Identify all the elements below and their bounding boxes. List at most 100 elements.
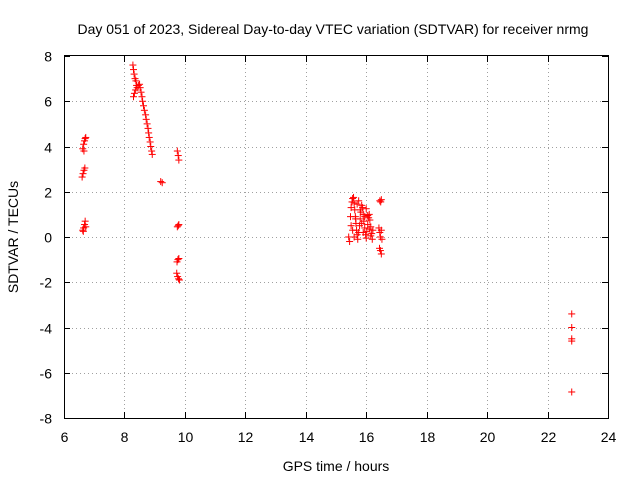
- x-tick-label: 22: [541, 429, 557, 445]
- data-point-marker: [145, 133, 153, 141]
- data-point-marker: [355, 197, 363, 205]
- data-point-marker: [81, 135, 89, 143]
- data-point-marker: [174, 152, 182, 160]
- data-point-marker: [364, 212, 372, 220]
- y-tick-label: -6: [40, 366, 53, 382]
- data-point-marker: [568, 324, 576, 331]
- data-point-marker: [365, 210, 373, 218]
- data-point-marker: [347, 204, 355, 212]
- data-point-marker: [81, 217, 89, 225]
- x-tick-label: 6: [61, 429, 69, 445]
- data-point-marker: [350, 199, 358, 207]
- data-point-marker: [147, 143, 155, 150]
- data-point-marker: [130, 70, 138, 78]
- data-point-marker: [139, 102, 147, 110]
- y-tick-label: 2: [44, 185, 52, 201]
- data-point-marker: [174, 256, 182, 264]
- data-point-marker: [568, 388, 576, 396]
- data-point-marker: [148, 150, 156, 158]
- data-point-marker: [377, 226, 385, 234]
- y-tick-label: 4: [44, 140, 52, 156]
- data-point-marker: [80, 140, 88, 148]
- data-point-marker: [350, 193, 358, 201]
- data-point-marker: [349, 195, 357, 203]
- y-axis-label: SDTVAR / TECUs: [5, 181, 21, 293]
- data-point-marker: [353, 200, 361, 208]
- data-point-marker: [358, 219, 366, 227]
- y-tick-label: -2: [40, 275, 53, 291]
- data-point-marker: [138, 93, 146, 101]
- data-point-marker: [377, 196, 385, 204]
- data-point-marker: [362, 234, 370, 242]
- y-tick-label: -4: [40, 321, 53, 337]
- data-points: [78, 61, 576, 396]
- chart-title: Day 051 of 2023, Sidereal Day-to-day VTE…: [78, 21, 589, 37]
- x-tick-label: 10: [178, 429, 194, 445]
- x-axis-label: GPS time / hours: [283, 458, 390, 474]
- data-point-marker: [136, 84, 144, 92]
- x-tick-label: 14: [299, 429, 315, 445]
- data-point-marker: [157, 178, 165, 186]
- y-tick-label: 8: [44, 49, 52, 65]
- data-point-marker: [376, 197, 384, 205]
- data-point-marker: [140, 106, 148, 114]
- y-tick-label: -8: [40, 411, 53, 427]
- x-tick-label: 20: [480, 429, 496, 445]
- x-tick-label: 18: [420, 429, 436, 445]
- data-point-marker: [139, 97, 147, 105]
- data-point-marker: [378, 235, 386, 243]
- y-tick-label: 6: [44, 94, 52, 110]
- data-point-marker: [82, 133, 90, 141]
- data-point-marker: [361, 213, 369, 221]
- data-point-marker: [175, 275, 183, 283]
- data-point-marker: [367, 232, 375, 240]
- data-point-marker: [132, 77, 140, 85]
- data-point-marker: [143, 120, 151, 128]
- data-point-marker: [144, 124, 152, 132]
- x-tick-label: 24: [601, 429, 617, 445]
- data-point-marker: [142, 111, 150, 119]
- data-point-marker: [350, 233, 358, 241]
- data-point-marker: [158, 179, 166, 187]
- data-point-marker: [78, 173, 86, 181]
- data-point-marker: [175, 254, 183, 262]
- data-point-marker: [352, 215, 360, 223]
- data-point-marker: [80, 147, 88, 155]
- data-point-marker: [568, 310, 576, 318]
- data-point-marker: [175, 276, 183, 284]
- data-point-marker: [146, 138, 154, 146]
- x-tick-label: 8: [121, 429, 129, 445]
- data-point-marker: [174, 222, 182, 230]
- x-tick-label: 12: [238, 429, 254, 445]
- data-point-marker: [145, 129, 153, 137]
- x-tick-label: 16: [359, 429, 375, 445]
- data-point-marker: [130, 89, 138, 97]
- data-point-marker: [79, 170, 87, 178]
- data-point-marker: [362, 205, 370, 213]
- data-point-marker: [349, 226, 357, 234]
- data-point-marker: [137, 88, 145, 96]
- data-point-marker: [366, 216, 374, 224]
- data-point-marker: [142, 115, 150, 123]
- data-point-marker: [356, 206, 364, 214]
- data-point-marker: [173, 147, 181, 155]
- data-point-marker: [346, 238, 354, 246]
- data-point-marker: [82, 223, 90, 231]
- data-point-marker: [130, 93, 138, 101]
- data-point-marker: [136, 80, 144, 88]
- data-point-marker: [347, 222, 355, 230]
- data-point-marker: [376, 247, 384, 255]
- data-point-marker: [173, 269, 181, 277]
- data-point-marker: [368, 235, 376, 243]
- data-point-marker: [369, 226, 377, 234]
- data-point-marker: [81, 164, 89, 172]
- data-point-marker: [365, 225, 373, 233]
- data-point-marker: [79, 227, 87, 235]
- data-point-marker: [175, 156, 183, 164]
- y-tick-label: 0: [44, 230, 52, 246]
- data-point-marker: [130, 66, 138, 74]
- data-point-marker: [354, 235, 362, 243]
- data-point-marker: [377, 250, 385, 258]
